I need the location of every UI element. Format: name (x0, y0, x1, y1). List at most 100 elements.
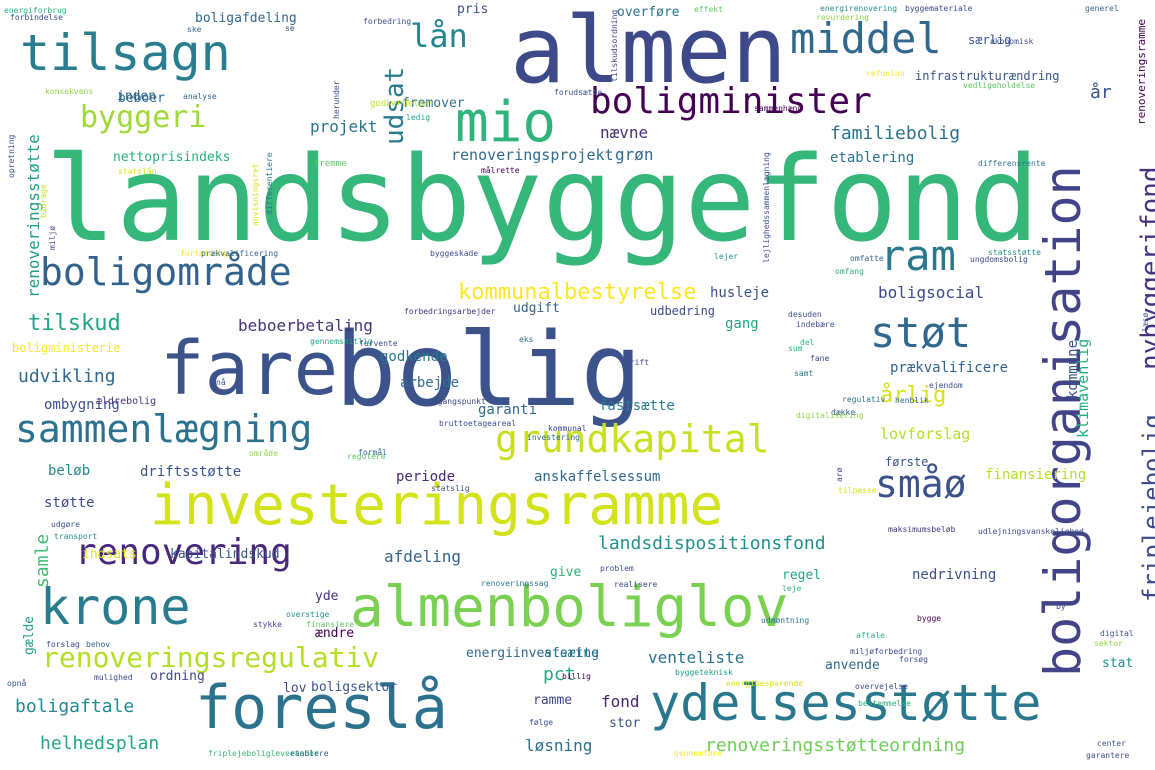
cloud-word: nedrivning (912, 567, 997, 583)
cloud-word: stat (1102, 656, 1134, 671)
cloud-word: beboer (118, 91, 165, 106)
cloud-word: anvende (825, 658, 880, 673)
cloud-word: statsstøtte (988, 248, 1041, 257)
cloud-word: prækvalificering (201, 249, 279, 258)
cloud-word: sammenhæng (754, 104, 803, 113)
cloud-word: samle (32, 533, 53, 588)
cloud-word: beløb (48, 463, 91, 479)
cloud-word: første (885, 455, 929, 469)
cloud-word: opretning (7, 134, 16, 178)
cloud-word: byggeteknisk (675, 668, 733, 677)
cloud-word: kommune (1065, 339, 1081, 399)
cloud-word: center (1097, 739, 1126, 748)
cloud-word: pct (543, 664, 576, 685)
cloud-word: målrette (481, 166, 520, 175)
cloud-word: stykke (253, 620, 282, 629)
cloud-word: udlejningsvanskelighed (978, 527, 1084, 536)
cloud-word: krone (40, 578, 191, 636)
cloud-word: godkendelse (370, 99, 430, 109)
cloud-word: anvisningsret (251, 163, 260, 226)
cloud-word: energiinvestering (466, 646, 600, 661)
cloud-word: småø (875, 462, 967, 506)
cloud-word: finansiere (306, 620, 355, 629)
cloud-word: investering (527, 433, 580, 442)
cloud-word: fremme (314, 159, 347, 169)
cloud-word: udvikling (18, 366, 116, 387)
cloud-word: udgøre (51, 520, 80, 529)
cloud-word: etablere (290, 749, 329, 758)
cloud-word: differensrente (978, 159, 1046, 168)
cloud-word: indsats (82, 547, 137, 562)
cloud-word: investeringsramme (150, 473, 724, 538)
cloud-word: tilsagn (20, 24, 231, 82)
cloud-word: boligafdeling (195, 11, 297, 26)
cloud-word: energiforbrug (4, 6, 67, 15)
cloud-word: garantere (1086, 751, 1130, 760)
cloud-word: forbedringsarbejder (404, 307, 496, 316)
cloud-word: nå (216, 378, 226, 387)
cloud-word: ungdomsbolig (970, 255, 1028, 264)
cloud-word: analyse (183, 92, 217, 101)
cloud-word: boligministerie (12, 341, 121, 355)
cloud-word: omfatte (850, 254, 884, 263)
cloud-word: støtte (44, 495, 95, 511)
cloud-word: billig (562, 672, 591, 681)
cloud-word: regulativ (842, 395, 886, 404)
cloud-word: lån (410, 17, 468, 55)
cloud-word: revurdering (816, 13, 869, 22)
cloud-word: husleje (710, 285, 770, 301)
cloud-word: se (285, 24, 295, 33)
cloud-word: nettoprisindeks (113, 150, 231, 165)
cloud-word: by (1056, 602, 1066, 611)
cloud-word: boligminister (590, 81, 872, 122)
cloud-word: behov (86, 640, 111, 649)
cloud-word: fare (160, 326, 339, 412)
cloud-word: refusion (866, 69, 905, 78)
cloud-word: ordning (150, 669, 205, 684)
cloud-word: læsø (1141, 312, 1150, 332)
cloud-word: venteliste (648, 648, 745, 667)
cloud-word: afsætte (544, 646, 599, 661)
cloud-word: opnå (7, 679, 27, 688)
cloud-word: periode (396, 469, 456, 485)
cloud-word: samt (794, 369, 814, 378)
cloud-word: særlig (968, 33, 1012, 47)
cloud-word: bruttoetageareal (439, 419, 517, 428)
cloud-word: renoveringsprojekt (451, 146, 614, 164)
cloud-word: kommunal (548, 424, 587, 433)
cloud-word: almen (510, 0, 787, 104)
cloud-word: renoveringssag (481, 579, 549, 588)
cloud-word: ombygning (44, 397, 120, 413)
cloud-word: renovering (75, 532, 292, 573)
cloud-word: fond (601, 692, 640, 711)
cloud-word: finansiering (985, 467, 1087, 483)
cloud-word: lov (283, 681, 307, 696)
cloud-word: infrastrukturændring (915, 69, 1060, 83)
cloud-word: differentiere (265, 152, 274, 215)
cloud-word: byggeskade (430, 249, 479, 258)
cloud-word: eks (519, 335, 534, 344)
cloud-word: gennemsnitlig (310, 337, 373, 346)
cloud-word: forslag (46, 640, 80, 649)
cloud-word: transport (54, 532, 98, 541)
cloud-word: ejendom (929, 381, 963, 390)
cloud-word: boligaftale (15, 696, 135, 717)
cloud-word: inden (117, 89, 157, 104)
cloud-word: kommunalbestyrelse (458, 280, 697, 305)
cloud-word: overvejelse (855, 682, 908, 691)
cloud-word: regulere (347, 452, 386, 461)
cloud-word: give (550, 565, 582, 580)
cloud-word: nybyggerifond (1136, 166, 1155, 371)
cloud-word: tilpasse (838, 486, 877, 495)
cloud-word: udmøntning (761, 616, 810, 625)
cloud-word: prækvalificere (890, 360, 1009, 376)
cloud-word: sum (788, 344, 803, 353)
cloud-word: bygge (917, 614, 942, 623)
cloud-word: vedligeholdelse (963, 81, 1036, 90)
cloud-word: grundkapital (495, 417, 770, 461)
cloud-word: familiebolig (830, 123, 961, 144)
cloud-word: renoveringsregulativ (42, 641, 380, 674)
cloud-word: forvente (359, 339, 398, 348)
cloud-word: regel (782, 568, 822, 583)
cloud-word: statslig (431, 484, 470, 493)
